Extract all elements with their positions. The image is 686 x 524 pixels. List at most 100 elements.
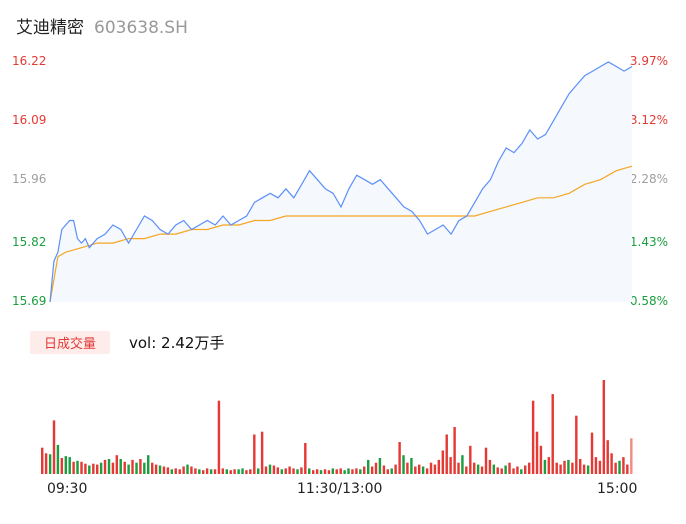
volume-bar — [551, 394, 554, 474]
volume-bar — [315, 469, 319, 474]
volume-bar — [264, 466, 268, 474]
volume-bar — [60, 458, 64, 474]
volume-bar — [343, 470, 346, 474]
volume-bar — [323, 469, 327, 474]
volume-bar — [213, 469, 217, 474]
volume-bar — [198, 469, 201, 474]
volume-bar — [445, 434, 448, 474]
volume-bar — [209, 469, 213, 474]
volume-bar — [594, 457, 598, 474]
volume-bar — [76, 460, 79, 474]
volume-bar — [543, 459, 547, 474]
volume-bar — [492, 464, 496, 474]
volume-bar — [312, 470, 315, 474]
volume-bar — [217, 400, 221, 474]
volume-bar — [135, 462, 138, 474]
volume-bar — [622, 457, 625, 474]
volume-bar — [48, 454, 52, 474]
volume-bar — [367, 459, 370, 474]
percent-tick-label: 1.43% — [629, 235, 668, 250]
volume-bar — [335, 469, 338, 474]
volume-bar — [154, 464, 158, 474]
volume-bar — [524, 465, 527, 474]
volume-bar — [575, 415, 578, 474]
volume-bar — [253, 434, 256, 474]
volume-bar — [327, 470, 331, 474]
volume-bar — [555, 462, 558, 474]
volume-bar — [512, 468, 515, 474]
volume-bar — [96, 464, 99, 474]
volume-bar — [496, 467, 499, 474]
volume-bar — [84, 463, 87, 474]
volume-bar — [205, 468, 209, 474]
volume-bar — [461, 455, 464, 474]
volume-bar — [162, 466, 166, 474]
volume-bar — [500, 468, 503, 474]
average-price-line — [49, 165, 633, 303]
volume-bar — [394, 464, 397, 474]
volume-bar — [567, 459, 570, 474]
volume-bar — [363, 466, 366, 474]
volume-bar — [276, 467, 280, 474]
volume-bar — [508, 462, 511, 474]
percent-tick-label: 3.12% — [629, 112, 668, 127]
volume-bar — [476, 464, 480, 474]
volume-bar — [292, 468, 295, 474]
volume-bar — [630, 438, 633, 474]
volume-bar — [52, 420, 56, 474]
volume-bar — [80, 461, 83, 474]
price-tick-label: 16.22 — [12, 54, 47, 68]
volume-bar — [406, 462, 409, 474]
volume-bar — [41, 447, 44, 474]
volume-bar — [249, 469, 252, 474]
percent-tick-label: 0.58% — [629, 294, 668, 308]
volume-bar — [296, 469, 299, 474]
volume-bar — [190, 466, 193, 474]
volume-bar — [221, 468, 225, 474]
volume-badge[interactable]: 日成交量 — [30, 331, 110, 354]
stock-code: 603638.SH — [94, 18, 188, 38]
volume-bar — [300, 467, 303, 474]
volume-bar — [68, 457, 71, 474]
volume-bar — [414, 466, 417, 474]
volume-bar — [178, 469, 181, 474]
volume-bar — [453, 427, 456, 474]
volume-bar — [504, 465, 507, 474]
volume-bar — [449, 457, 452, 474]
volume-bar — [72, 461, 75, 474]
volume-bar — [398, 442, 401, 474]
stock-name: 艾迪精密 — [16, 18, 84, 38]
volume-bar — [111, 462, 115, 474]
volume-bar — [547, 457, 551, 474]
volume-bar — [598, 460, 602, 474]
volume-bar — [531, 400, 535, 474]
volume-bar — [516, 466, 519, 474]
volume-bar — [571, 462, 574, 474]
volume-bar — [614, 462, 617, 474]
percent-tick-label: 3.97% — [629, 54, 668, 68]
volume-bar — [465, 466, 468, 474]
volume-bar — [44, 453, 48, 474]
volume-bar — [339, 468, 342, 474]
volume-bar — [433, 464, 437, 474]
volume-bar — [386, 469, 390, 474]
volume-bar — [186, 464, 189, 474]
volume-bar — [488, 459, 492, 474]
time-tick-label: 15:00 — [597, 481, 638, 497]
volume-bar — [233, 469, 236, 474]
volume-bar — [441, 450, 445, 474]
volume-bar — [174, 468, 177, 474]
volume-bar — [139, 459, 142, 474]
volume-bar — [437, 459, 441, 474]
volume-bar — [194, 468, 197, 474]
volume-bar — [119, 459, 122, 474]
volume-label: vol: 2.42万手 — [129, 334, 225, 352]
volume-bar — [88, 465, 91, 474]
volume-bar — [559, 464, 562, 474]
volume-bar — [429, 462, 433, 474]
volume-bar — [528, 462, 531, 474]
volume-bar — [272, 465, 276, 474]
price-tick-label: 15.82 — [12, 235, 47, 250]
volume-bar — [131, 459, 134, 474]
